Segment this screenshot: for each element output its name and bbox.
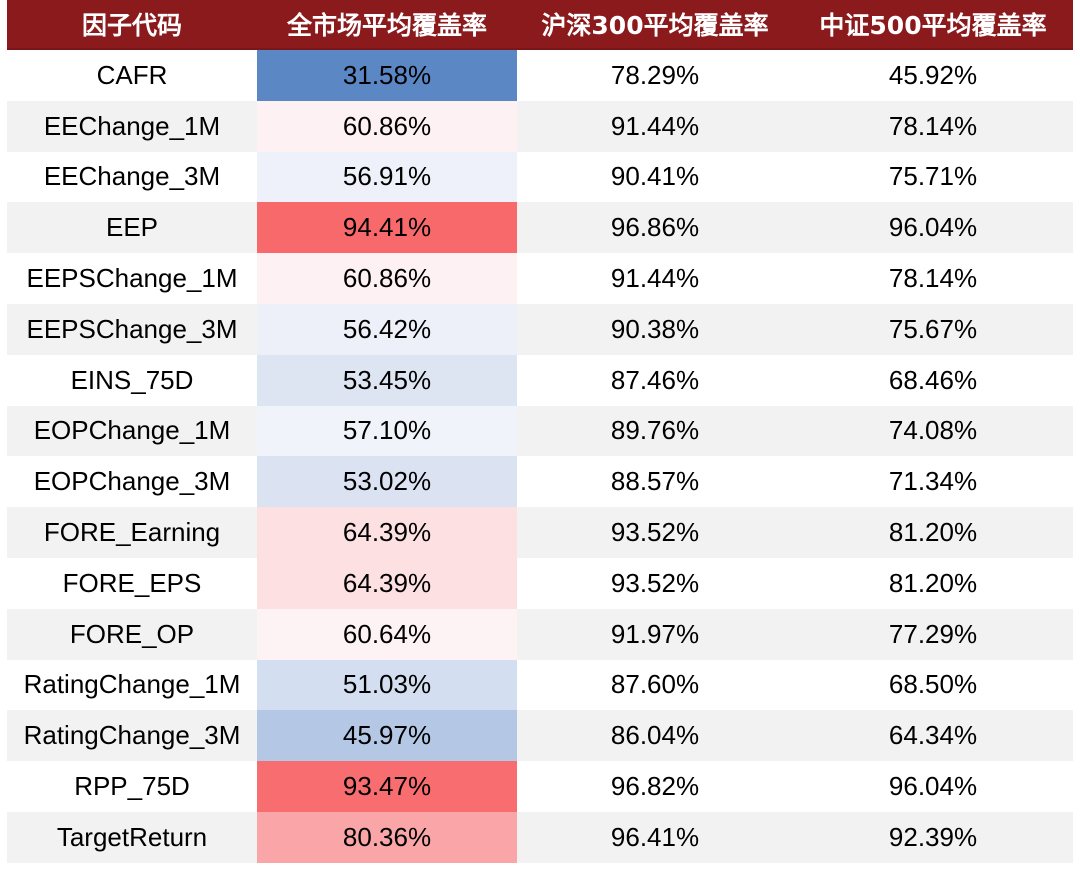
zz500-coverage-cell: 78.14% <box>888 263 978 294</box>
zz500-coverage-cell: 81.20% <box>888 567 978 598</box>
all-market-coverage-cell: 56.91% <box>257 151 517 203</box>
hs300-coverage-cell: 89.76% <box>610 415 700 446</box>
table-row: EOPChange_3M 53.02% 88.57% 71.34% <box>7 456 1073 508</box>
hs300-coverage-cell: 91.44% <box>610 263 700 294</box>
all-market-coverage-cell: 60.86% <box>257 253 517 304</box>
factor-code-cell: FORE_EPS <box>62 567 202 598</box>
hs300-coverage-cell: 88.57% <box>610 466 700 497</box>
hs300-coverage-cell: 96.82% <box>610 771 700 802</box>
hs300-coverage-cell: 90.38% <box>610 313 700 344</box>
factor-code-cell: RPP_75D <box>74 771 190 802</box>
all-market-coverage-cell: 64.39% <box>257 557 517 609</box>
table-row: RPP_75D 93.47% 96.82% 96.04% <box>7 761 1073 812</box>
all-market-coverage-cell: 64.39% <box>257 507 517 558</box>
table-row: TargetReturn 80.36% 96.41% 92.39% <box>7 811 1073 863</box>
hs300-coverage-cell: 86.04% <box>610 720 700 751</box>
table-row: EINS_75D 53.45% 87.46% 68.46% <box>7 354 1073 406</box>
all-market-coverage-cell: 31.58% <box>257 50 517 101</box>
table-header: 因子代码 全市场平均覆盖率 沪深300平均覆盖率 中证500平均覆盖率 <box>7 0 1073 50</box>
header-zz500-coverage: 中证500平均覆盖率 <box>819 11 1047 40</box>
table-row: FORE_OP 60.64% 91.97% 77.29% <box>7 608 1073 660</box>
table-row: FORE_EPS 64.39% 93.52% 81.20% <box>7 557 1073 609</box>
zz500-coverage-cell: 77.29% <box>888 618 978 649</box>
all-market-coverage-cell: 80.36% <box>257 811 517 863</box>
factor-code-cell: CAFR <box>96 59 168 90</box>
all-market-coverage-cell: 93.47% <box>257 761 517 812</box>
hs300-coverage-cell: 87.60% <box>610 669 700 700</box>
hs300-coverage-cell: 91.97% <box>610 618 700 649</box>
zz500-coverage-cell: 78.14% <box>888 110 978 141</box>
zz500-coverage-cell: 81.20% <box>888 517 978 548</box>
all-market-coverage-cell: 53.45% <box>257 354 517 406</box>
factor-code-cell: EOPChange_1M <box>33 415 231 446</box>
zz500-coverage-cell: 64.34% <box>888 720 978 751</box>
table-row: RatingChange_3M 45.97% 86.04% 64.34% <box>7 710 1073 762</box>
table-row: EOPChange_1M 57.10% 89.76% 74.08% <box>7 405 1073 457</box>
hs300-coverage-cell: 96.86% <box>610 212 700 243</box>
table-row: RatingChange_1M 51.03% 87.60% 68.50% <box>7 659 1073 711</box>
hs300-coverage-cell: 96.41% <box>610 821 700 852</box>
zz500-coverage-cell: 96.04% <box>888 212 978 243</box>
header-hs300-coverage: 沪深300平均覆盖率 <box>541 11 769 40</box>
hs300-coverage-cell: 90.41% <box>610 161 700 192</box>
table-row: EEP 94.41% 96.86% 96.04% <box>7 202 1073 254</box>
factor-code-cell: FORE_OP <box>69 618 195 649</box>
factor-code-cell: EOPChange_3M <box>33 466 231 497</box>
all-market-coverage-cell: 51.03% <box>257 659 517 711</box>
hs300-coverage-cell: 78.29% <box>610 59 700 90</box>
zz500-coverage-cell: 71.34% <box>888 466 978 497</box>
factor-code-cell: EEPSChange_1M <box>26 263 238 294</box>
all-market-coverage-cell: 56.42% <box>257 303 517 355</box>
hs300-coverage-cell: 87.46% <box>610 364 700 395</box>
table-row: CAFR 31.58% 78.29% 45.92% <box>7 50 1073 101</box>
factor-code-cell: EEP <box>105 212 159 243</box>
all-market-coverage-cell: 60.86% <box>257 100 517 152</box>
factor-code-cell: RatingChange_1M <box>23 669 241 700</box>
all-market-coverage-cell: 60.64% <box>257 608 517 660</box>
factor-code-cell: EEPSChange_3M <box>26 313 238 344</box>
factor-code-cell: RatingChange_3M <box>23 720 241 751</box>
hs300-coverage-cell: 93.52% <box>610 567 700 598</box>
factor-code-cell: FORE_Earning <box>43 517 221 548</box>
zz500-coverage-cell: 45.92% <box>888 59 978 90</box>
hs300-coverage-cell: 93.52% <box>610 517 700 548</box>
header-all-market-coverage: 全市场平均覆盖率 <box>286 11 487 40</box>
zz500-coverage-cell: 68.50% <box>888 669 978 700</box>
factor-code-cell: TargetReturn <box>56 821 208 852</box>
factor-code-cell: EEChange_3M <box>43 161 221 192</box>
table-row: EEChange_1M 60.86% 91.44% 78.14% <box>7 100 1073 152</box>
table-row: EEPSChange_3M 56.42% 90.38% 75.67% <box>7 303 1073 355</box>
zz500-coverage-cell: 68.46% <box>888 364 978 395</box>
all-market-coverage-cell: 57.10% <box>257 405 517 457</box>
hs300-coverage-cell: 91.44% <box>610 110 700 141</box>
all-market-coverage-cell: 45.97% <box>257 710 517 762</box>
coverage-table: 因子代码 全市场平均覆盖率 沪深300平均覆盖率 中证500平均覆盖率 CAFR… <box>7 0 1073 863</box>
zz500-coverage-cell: 75.71% <box>888 161 978 192</box>
all-market-coverage-cell: 53.02% <box>257 456 517 508</box>
header-factor-code: 因子代码 <box>81 11 182 40</box>
table-row: FORE_Earning 64.39% 93.52% 81.20% <box>7 507 1073 558</box>
all-market-coverage-cell: 94.41% <box>257 202 517 254</box>
table-row: EEPSChange_1M 60.86% 91.44% 78.14% <box>7 253 1073 304</box>
zz500-coverage-cell: 96.04% <box>888 771 978 802</box>
zz500-coverage-cell: 92.39% <box>888 821 978 852</box>
factor-code-cell: EEChange_1M <box>43 110 221 141</box>
factor-code-cell: EINS_75D <box>70 364 194 395</box>
zz500-coverage-cell: 75.67% <box>888 313 978 344</box>
table-body: CAFR 31.58% 78.29% 45.92% EEChange_1M 60.86% 9… <box>7 50 1073 863</box>
zz500-coverage-cell: 74.08% <box>888 415 978 446</box>
table-row: EEChange_3M 56.91% 90.41% 75.71% <box>7 151 1073 203</box>
